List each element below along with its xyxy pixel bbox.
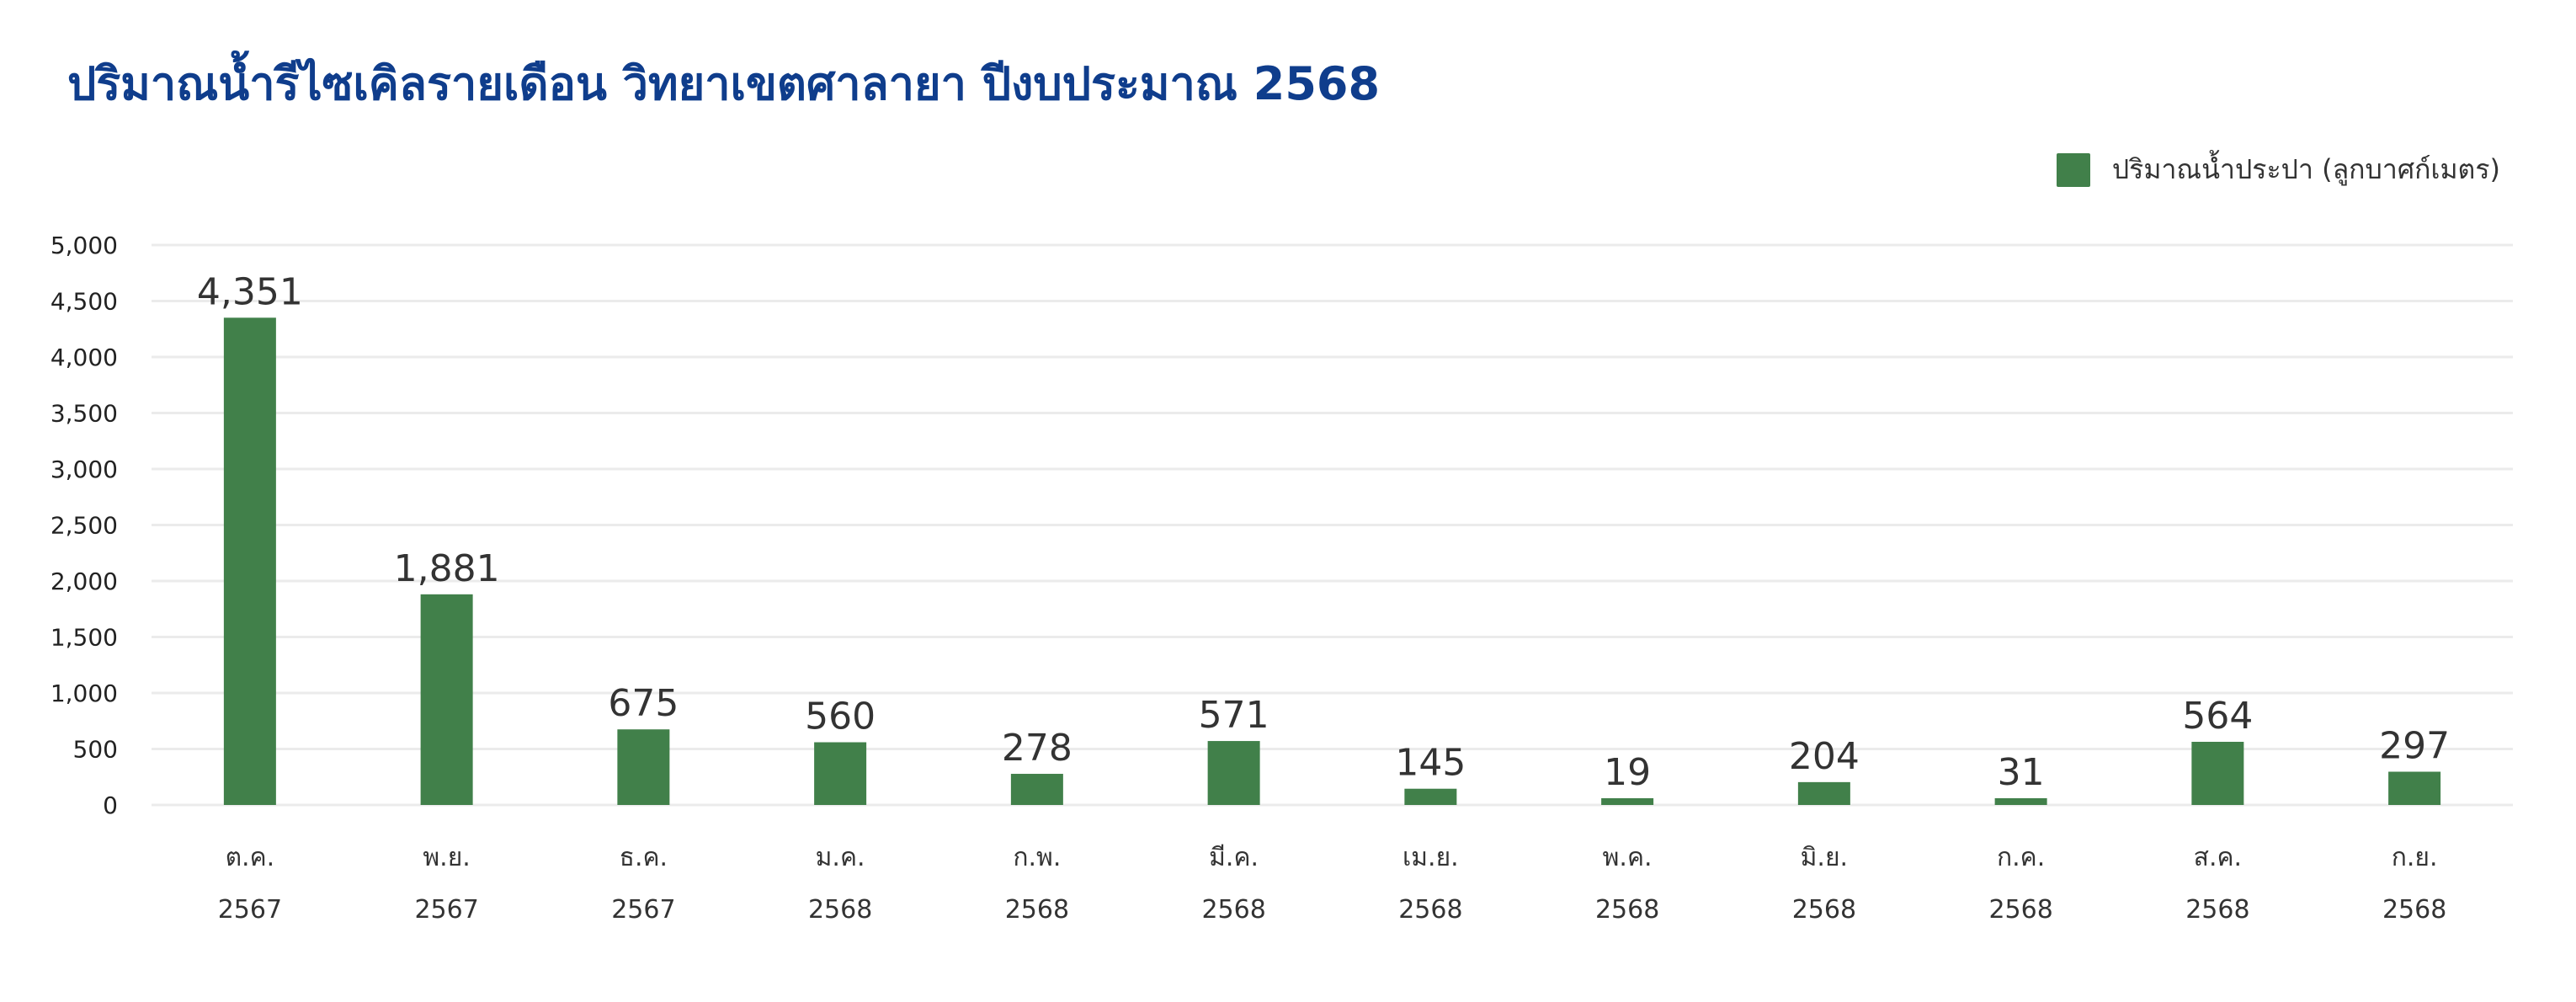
bars: [223, 317, 2441, 805]
y-tick-label: 2,500: [51, 512, 118, 540]
x-tick-label-month: ก.ค.: [1997, 843, 2045, 872]
y-tick-label: 2,000: [51, 568, 118, 595]
y-tick-label: 4,000: [51, 344, 118, 371]
x-tick-label-month: ส.ค.: [2194, 843, 2242, 872]
data-label: 4,351: [197, 270, 303, 313]
data-label: 571: [1199, 694, 1269, 737]
bar[interactable]: [1994, 798, 2047, 805]
data-label: 560: [805, 696, 876, 738]
y-tick-label: 500: [73, 736, 118, 764]
x-tick-label-year: 2568: [2185, 895, 2249, 925]
chart-title: ปริมาณน้ำรีไซเคิลรายเดือน วิทยาเขตศาลายา…: [67, 57, 1381, 110]
data-label: 19: [1604, 751, 1651, 794]
bar[interactable]: [1010, 774, 1063, 805]
x-tick-label-year: 2568: [808, 895, 872, 925]
data-labels: 4,351 1,881 675 560 278 571 145 19 204 31 564 297: [197, 270, 2450, 794]
bar[interactable]: [1207, 741, 1260, 805]
y-tick-label: 1,500: [51, 624, 118, 652]
x-tick-label-month: ก.พ.: [1013, 843, 1061, 872]
x-tick-label-month: พ.ย.: [423, 843, 470, 872]
legend-swatch: [2056, 152, 2090, 187]
y-tick-label: 5,000: [51, 232, 118, 259]
data-label: 278: [1002, 727, 1072, 770]
legend: ปริมาณน้ำประปา (ลูกบาศก์เมตร): [2056, 148, 2500, 191]
data-label: 145: [1395, 742, 1466, 785]
bar[interactable]: [1404, 788, 1457, 805]
x-tick-label-month: เม.ย.: [1402, 843, 1459, 872]
x-tick-label-month: ต.ค.: [226, 843, 275, 872]
data-label: 564: [2182, 695, 2253, 738]
data-label: 1,881: [394, 547, 500, 590]
bar[interactable]: [1797, 781, 1850, 805]
gridlines: [152, 243, 2513, 807]
bar[interactable]: [814, 742, 867, 805]
x-tick-label-year: 2568: [1792, 895, 1856, 925]
data-label: 297: [2379, 724, 2450, 767]
data-label: 675: [608, 682, 679, 725]
y-axis: 0 500 1,000 1,500 2,000 2,500 3,000 3,500 4,000 4…: [51, 232, 118, 819]
y-tick-label: 1,000: [51, 680, 118, 707]
x-tick-label-month: พ.ค.: [1603, 843, 1653, 872]
x-tick-label-year: 2568: [1988, 895, 2052, 925]
data-label: 204: [1789, 735, 1860, 778]
x-tick-label-year: 2568: [1595, 895, 1659, 925]
x-tick-label-month: ม.ค.: [816, 843, 865, 872]
bar[interactable]: [1601, 798, 1654, 805]
y-tick-label: 3,000: [51, 456, 118, 483]
x-tick-label-year: 2568: [2382, 895, 2446, 925]
y-tick-label: 4,500: [51, 288, 118, 316]
x-tick-label-year: 2567: [218, 895, 282, 925]
bar[interactable]: [2191, 741, 2244, 805]
x-axis: ต.ค. 2567 พ.ย. 2567 ธ.ค. 2567 ม.ค. 2568 ก.พ. 2568…: [218, 843, 2447, 925]
bar[interactable]: [2388, 771, 2441, 805]
x-tick-label-month: ก.ย.: [2392, 843, 2438, 872]
x-tick-label-year: 2568: [1398, 895, 1462, 925]
data-label: 31: [1998, 751, 2045, 794]
x-tick-label-month: ธ.ค.: [620, 843, 668, 872]
legend-label: ปริมาณน้ำประปา (ลูกบาศก์เมตร): [2111, 153, 2500, 185]
bar[interactable]: [223, 317, 276, 805]
x-tick-label-year: 2568: [1201, 895, 1265, 925]
x-tick-label-year: 2568: [1005, 895, 1069, 925]
x-tick-label-year: 2567: [611, 895, 675, 925]
bar[interactable]: [617, 729, 670, 805]
y-tick-label: 3,500: [51, 400, 118, 428]
x-tick-label-month: มี.ค.: [1209, 843, 1259, 872]
y-tick-label: 0: [103, 791, 118, 819]
x-tick-label-year: 2567: [414, 895, 478, 925]
bar[interactable]: [420, 594, 473, 805]
x-tick-label-month: มิ.ย.: [1801, 843, 1848, 872]
